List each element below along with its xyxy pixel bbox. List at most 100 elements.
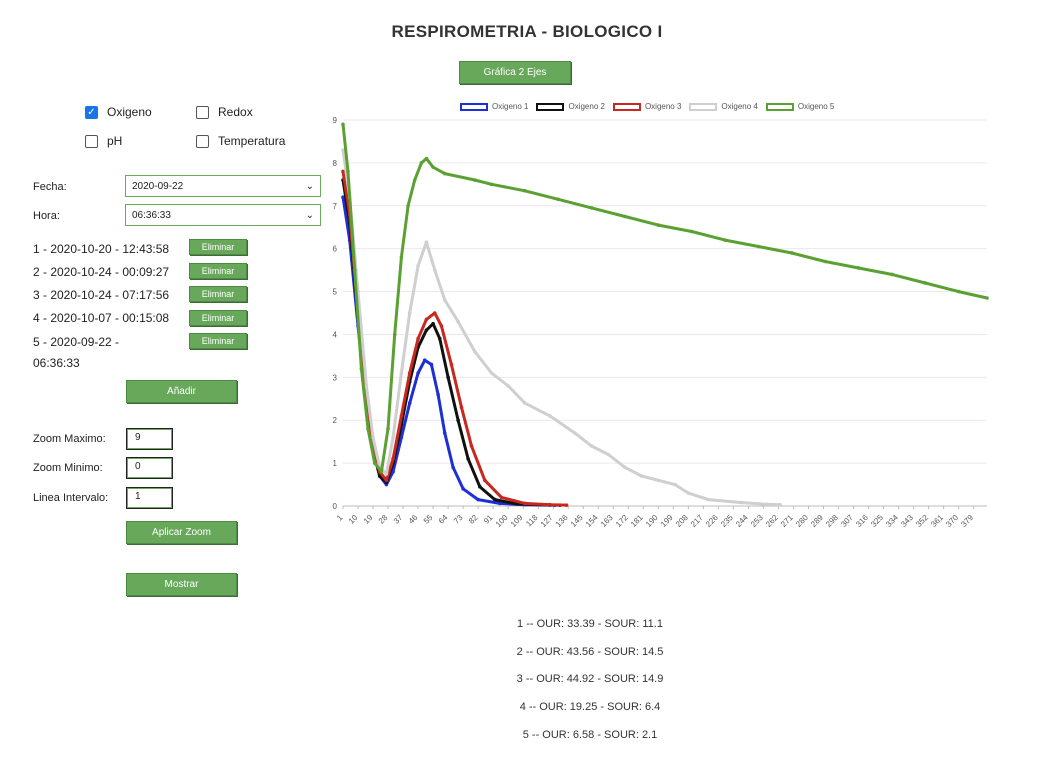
- add-button[interactable]: Añadir: [126, 380, 237, 403]
- x-tick-label: 352: [914, 513, 930, 529]
- data-point: [985, 296, 989, 300]
- x-tick-label: 172: [614, 513, 630, 529]
- data-point: [407, 401, 412, 405]
- checkbox-temperatura[interactable]: Temperatura: [196, 134, 285, 148]
- x-tick-label: 118: [524, 513, 540, 529]
- legend-item[interactable]: Oxigeno 4: [689, 102, 758, 111]
- data-point: [386, 427, 390, 431]
- delete-record-button[interactable]: Eliminar: [189, 310, 247, 326]
- data-point: [606, 452, 611, 457]
- legend-label: Oxigeno 1: [492, 102, 529, 111]
- data-point: [366, 427, 370, 431]
- x-tick-label: 208: [674, 513, 690, 529]
- y-tick-label: 1: [333, 459, 338, 468]
- data-point: [639, 474, 644, 478]
- data-point: [439, 324, 444, 328]
- legend-item[interactable]: Oxigeno 5: [765, 102, 834, 111]
- data-point: [789, 251, 794, 255]
- legend-item[interactable]: Oxigeno 3: [612, 102, 681, 111]
- data-point: [429, 362, 434, 367]
- y-tick-label: 6: [333, 245, 338, 254]
- interval-input[interactable]: 1: [126, 487, 173, 509]
- data-point: [341, 195, 345, 199]
- data-point: [523, 188, 527, 193]
- apply-zoom-button[interactable]: Aplicar Zoom: [126, 521, 237, 544]
- delete-record-button[interactable]: Eliminar: [189, 239, 247, 255]
- data-point: [407, 371, 412, 375]
- data-point: [890, 272, 894, 277]
- zoom-min-input[interactable]: 0: [126, 457, 173, 479]
- zoom-max-input[interactable]: 9: [126, 428, 173, 450]
- checkbox-oxigeno-box[interactable]: [85, 105, 98, 119]
- result-line: 2 -- OUR: 43.56 - SOUR: 14.5: [516, 646, 664, 658]
- data-point: [473, 349, 477, 354]
- fecha-select[interactable]: 2020-09-22 ⌄: [125, 175, 321, 197]
- data-point: [422, 358, 427, 362]
- data-point: [436, 392, 440, 397]
- data-point: [399, 371, 404, 375]
- data-point: [424, 156, 429, 161]
- chevron-down-icon: ⌄: [305, 180, 314, 192]
- x-tick-label: 289: [809, 513, 825, 529]
- checkbox-redox[interactable]: Redox: [196, 105, 253, 119]
- x-tick-label: 217: [689, 513, 705, 529]
- checkbox-redox-box[interactable]: [196, 105, 209, 119]
- hora-select[interactable]: 06:36:33 ⌄: [125, 204, 321, 226]
- record-item: 1 - 2020-10-20 - 12:43:58: [33, 242, 170, 256]
- data-point: [341, 122, 345, 127]
- chart-legend: Oxigeno 1 Oxigeno 2 Oxigeno 3 Oxigeno 4 …: [460, 102, 834, 111]
- data-point: [656, 478, 661, 483]
- data-point: [392, 332, 397, 337]
- fecha-select-value: 2020-09-22: [132, 180, 184, 192]
- checkbox-ph-label: pH: [107, 134, 123, 148]
- data-point: [523, 501, 527, 506]
- checkbox-ph-box[interactable]: [85, 134, 98, 148]
- data-point: [469, 444, 474, 448]
- legend-item[interactable]: Oxigeno 1: [460, 102, 528, 111]
- legend-swatch: [689, 102, 718, 111]
- x-tick-label: 64: [437, 513, 450, 526]
- data-point: [399, 414, 404, 418]
- legend-item[interactable]: Oxigeno 2: [536, 102, 605, 111]
- data-point: [399, 255, 404, 260]
- two-axis-chart-button[interactable]: Gráfica 2 Ejes: [459, 61, 571, 84]
- x-tick-label: 136: [554, 513, 570, 529]
- data-point: [442, 171, 447, 176]
- data-point: [706, 497, 711, 502]
- data-point: [419, 161, 424, 165]
- data-point: [461, 487, 465, 491]
- data-point: [416, 336, 420, 341]
- x-tick-label: 334: [884, 513, 900, 529]
- checkbox-oxigeno[interactable]: Oxigeno: [85, 105, 152, 119]
- delete-record-button[interactable]: Eliminar: [189, 333, 247, 349]
- x-tick-label: 280: [794, 513, 810, 529]
- result-line: 4 -- OUR: 19.25 - SOUR: 6.4: [519, 701, 661, 713]
- x-tick-label: 190: [644, 513, 660, 529]
- data-point: [384, 472, 389, 476]
- data-point: [391, 457, 395, 461]
- data-point: [506, 384, 510, 388]
- delete-record-button[interactable]: Eliminar: [189, 286, 247, 302]
- show-button[interactable]: Mostrar: [126, 573, 237, 596]
- data-point: [823, 259, 827, 264]
- data-point: [856, 266, 861, 270]
- data-point: [489, 182, 494, 187]
- x-tick-label: 127: [539, 513, 555, 529]
- checkbox-ph[interactable]: pH: [85, 134, 122, 148]
- checkbox-temperatura-box[interactable]: [196, 134, 209, 148]
- data-point: [424, 328, 429, 332]
- delete-record-button[interactable]: Eliminar: [189, 263, 247, 279]
- data-point: [431, 321, 435, 326]
- page-title: RESPIROMETRIA - BIOLOGICO I: [391, 22, 663, 41]
- data-point: [341, 148, 345, 152]
- data-point: [476, 497, 480, 502]
- x-tick-label: 82: [467, 513, 480, 526]
- data-point: [756, 244, 761, 249]
- data-point: [456, 319, 460, 324]
- legend-swatch: [765, 102, 794, 111]
- y-tick-label: 9: [333, 116, 338, 125]
- data-point: [523, 401, 527, 405]
- x-tick-label: 28: [377, 513, 390, 526]
- x-tick-label: 325: [869, 513, 885, 529]
